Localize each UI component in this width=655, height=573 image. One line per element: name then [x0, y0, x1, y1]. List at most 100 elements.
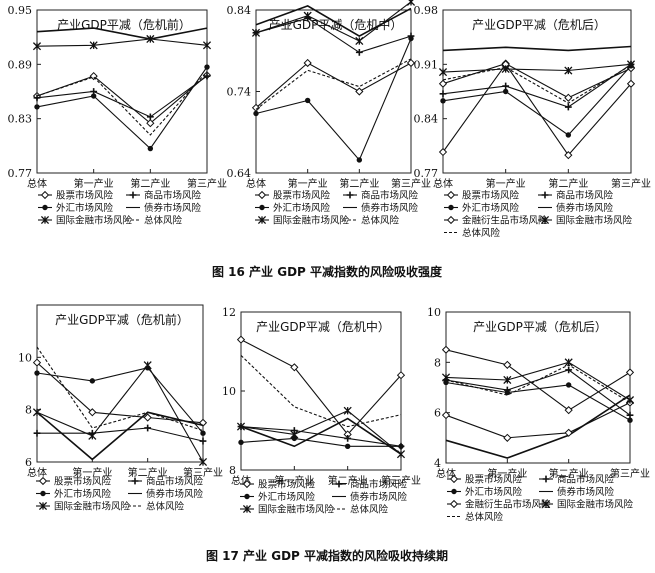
legend-item: 债券市场风险: [126, 202, 202, 214]
legend-item: 总体风险: [447, 511, 504, 523]
series-line: [445, 361, 631, 401]
legend-marker: [451, 488, 457, 495]
data-point: [32, 42, 42, 51]
series-none: [36, 411, 204, 461]
data-point: [251, 28, 261, 37]
data-point: [291, 435, 298, 442]
x-tick-label: 第一产业: [72, 466, 112, 479]
series-star: [32, 34, 212, 51]
legend-item: 外汇市场风险: [240, 491, 316, 503]
data-point: [34, 104, 40, 110]
legend-item: 国际金融市场风险: [538, 215, 633, 227]
series-none: [442, 45, 632, 52]
data-point: [304, 97, 311, 104]
legend-label: 金融衍生品市场风险: [465, 499, 551, 511]
legend-item: 外汇市场风险: [36, 488, 112, 500]
legend-label: 债券市场风险: [361, 202, 419, 214]
data-point: [443, 379, 449, 386]
legend-label: 国际金融市场风险: [556, 215, 633, 227]
legend-item: 债券市场风险: [538, 202, 614, 214]
legend-label: 总体风险: [465, 511, 504, 523]
series-line: [36, 71, 208, 136]
legend-item: 外汇市场风险: [38, 202, 114, 214]
plot-frame: [36, 9, 208, 174]
legend-item: 股票市场风险: [36, 476, 112, 488]
legend-marker: [259, 204, 265, 211]
data-point: [88, 431, 97, 440]
y-tick-label: 8: [25, 404, 32, 417]
data-point: [396, 371, 406, 380]
legend-marker: [449, 474, 459, 484]
legend-item: 商品市场风险: [126, 190, 202, 202]
legend-label: 国际金融市场风险: [273, 215, 350, 227]
legend-label: 商品市场风险: [146, 476, 204, 488]
data-point: [355, 36, 364, 46]
legend-marker: [335, 480, 343, 488]
legend-item: 总体风险: [332, 504, 389, 516]
data-point: [625, 368, 635, 377]
legend-label: 国际金融市场风险: [557, 499, 634, 511]
legend-label: 股票市场风险: [56, 190, 114, 202]
series-line: [36, 346, 204, 432]
series-line: [36, 66, 208, 150]
series-none: [36, 346, 204, 432]
data-point: [564, 428, 573, 437]
series-line: [445, 349, 631, 411]
x-tick-label: 总体: [433, 177, 453, 190]
series-line: [36, 75, 208, 118]
y-tick-label: 12: [222, 306, 236, 319]
data-point: [355, 87, 364, 96]
legend-marker: [449, 499, 459, 509]
y-tick-label: 0.84: [227, 4, 252, 17]
legend-marker: [242, 479, 252, 489]
data-point: [441, 345, 451, 354]
legend-label: 外汇市场风险: [273, 202, 331, 214]
legend-label: 总体风险: [350, 504, 389, 516]
data-point: [200, 430, 206, 436]
plot-frame: [445, 311, 631, 464]
data-point: [438, 79, 448, 88]
series-diamond: [236, 335, 406, 439]
y-tick-label: 0.95: [8, 4, 33, 17]
legend-label: 商品市场风险: [361, 190, 419, 202]
data-point: [396, 450, 406, 459]
data-point: [199, 437, 207, 445]
series-dot: [238, 435, 404, 449]
legend-label: 国际金融市场风险: [56, 215, 133, 227]
series-dot: [34, 64, 210, 152]
legend-marker: [129, 191, 137, 199]
legend-item: 国际金融市场风险: [240, 504, 335, 516]
legend-marker: [40, 490, 46, 497]
data-point: [502, 82, 510, 90]
x-tick-label: 第二产业: [128, 466, 168, 479]
legend-label: 外汇市场风险: [465, 486, 523, 498]
legend-label: 外汇市场风险: [54, 488, 112, 500]
data-point: [143, 413, 152, 422]
series-none: [240, 355, 402, 428]
legend-marker: [38, 476, 48, 486]
x-tick-label: 第一产业: [274, 474, 314, 487]
legend-item: 商品市场风险: [539, 474, 615, 486]
legend-label: 股票市场风险: [273, 190, 331, 202]
legend-item: 外汇市场风险: [255, 202, 331, 214]
series-line: [445, 369, 631, 416]
panel-title: 产业GDP平减（危机中）: [256, 319, 390, 334]
legend-label: 股票市场风险: [462, 190, 520, 202]
series-line: [36, 364, 204, 463]
legend-label: 总体风险: [361, 215, 400, 227]
plot-frame: [36, 304, 204, 463]
series-star: [441, 358, 635, 405]
x-tick-label: 第一产业: [288, 177, 328, 190]
legend-label: 外汇市场风险: [462, 202, 520, 214]
data-point: [236, 335, 246, 344]
series-plus: [33, 424, 207, 445]
series-none: [255, 58, 412, 110]
legend-item: 国际金融市场风险: [38, 215, 133, 227]
